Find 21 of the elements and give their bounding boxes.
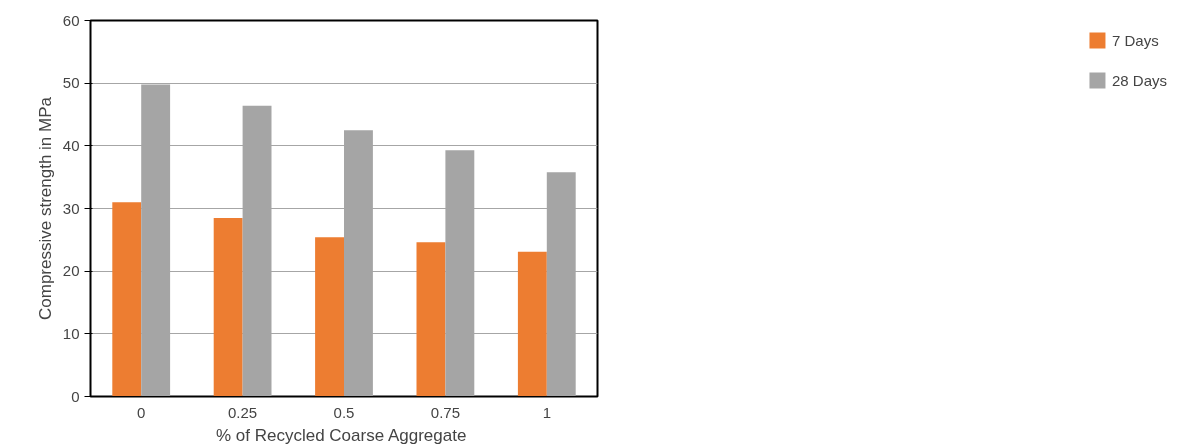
y-tick-label: 20: [62, 262, 80, 280]
x-tick-label: 0.75: [430, 403, 461, 421]
legend-label: 7 Days: [1111, 31, 1159, 49]
bar: [517, 251, 547, 397]
legend-label: 28 Days: [1111, 71, 1167, 89]
x-tick-label: 0.5: [333, 403, 355, 421]
bar: [112, 202, 142, 397]
x-tick-label: 0.25: [228, 403, 258, 421]
y-tick-label: 40: [62, 136, 80, 154]
y-tick-label: 0: [71, 387, 80, 405]
bar: [416, 242, 446, 397]
y-tick-label: 30: [62, 199, 80, 217]
y-axis-title: Compressive strength in MPa: [35, 96, 55, 320]
y-tick-label: 50: [62, 74, 80, 92]
x-axis-title: % of Recycled Coarse Aggregate: [215, 425, 467, 445]
x-tick-label: 1: [542, 403, 551, 421]
bar: [213, 217, 243, 397]
y-tick-label: 10: [62, 324, 80, 342]
y-tick-label: 60: [62, 11, 80, 29]
x-tick-label: 0: [137, 403, 146, 421]
bar: [315, 237, 344, 397]
